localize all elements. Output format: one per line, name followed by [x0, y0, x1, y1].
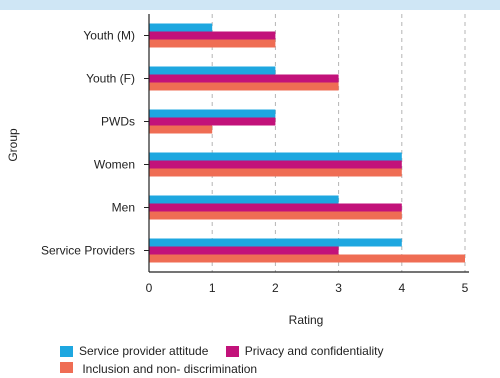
legend-swatch [60, 345, 73, 357]
legend-item-privacy-and-confidentiality: Privacy and confidentiality [225, 343, 384, 359]
bar [149, 238, 402, 247]
category-label: Service Providers [41, 244, 135, 258]
x-tick-labels: 0 1 2 3 4 5 [146, 281, 469, 295]
bar [149, 39, 276, 48]
category-label: Youth (M) [83, 29, 135, 43]
bar [149, 82, 339, 91]
category-label: PWDs [101, 115, 135, 129]
category-labels: Youth (M) Youth (F) PWDs Women Men Service Pr… [41, 29, 135, 258]
bar [149, 168, 402, 177]
bar [149, 246, 339, 255]
x-axis-title: Rating [289, 313, 324, 327]
bar [149, 195, 339, 204]
bar [149, 66, 276, 75]
legend-item-inclusion-and-non-discrimination: Inclusion and non- discrimination [60, 361, 446, 378]
x-tick-label: 5 [462, 281, 469, 295]
bar [149, 160, 402, 169]
bars [149, 23, 465, 263]
bar [149, 203, 402, 212]
bar [149, 74, 339, 83]
category-label: Women [94, 158, 135, 172]
x-tick-label: 2 [272, 281, 279, 295]
bar [149, 211, 402, 220]
legend-item-service-provider-attitude: Service provider attitude [60, 343, 208, 359]
legend-swatch [225, 345, 239, 357]
legend-label: Service provider attitude [79, 344, 209, 358]
x-tick-label: 4 [398, 281, 405, 295]
legend-label: Inclusion and non- discrimination [82, 361, 258, 376]
bar [149, 31, 276, 40]
bar [149, 125, 213, 134]
legend-label: Privacy and confidentiality [244, 344, 384, 358]
category-label: Youth (F) [86, 72, 135, 86]
x-tick-label: 3 [335, 281, 342, 295]
x-tick-label: 1 [209, 281, 216, 295]
legend-swatch [60, 361, 73, 373]
legend: Service provider attitude Privacy and co… [60, 343, 460, 378]
bar [149, 109, 276, 118]
category-label: Men [112, 201, 135, 215]
grid-lines [211, 14, 466, 272]
top-color-band [0, 0, 500, 10]
bar [149, 117, 276, 126]
bar [149, 23, 213, 32]
x-tick-label: 0 [146, 281, 153, 295]
bar [149, 254, 465, 263]
axes [144, 14, 469, 273]
bar [149, 152, 402, 161]
y-axis-title: Group [6, 128, 20, 162]
bar-chart: Youth (M) Youth (F) PWDs Women Men Service Pr… [6, 14, 469, 327]
